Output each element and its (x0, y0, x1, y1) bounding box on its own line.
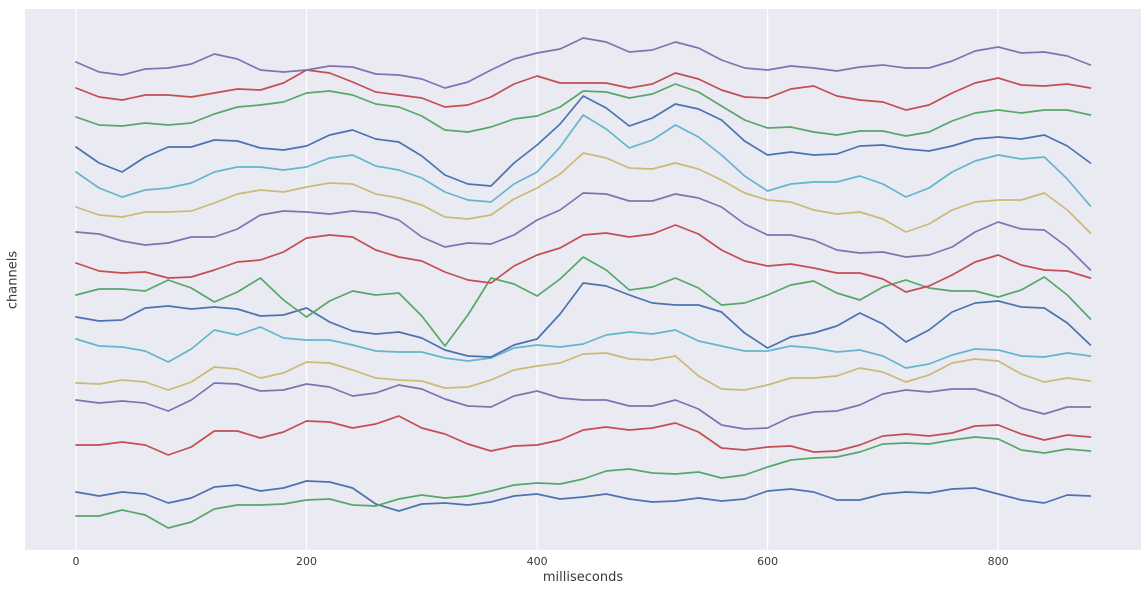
channel-line-ch8 (75, 224, 1092, 293)
x-tick-label-0: 0 (72, 555, 80, 568)
channel-line-ch15 (75, 37, 1092, 89)
channel-line-ch10 (75, 152, 1092, 234)
x-tick-label-600: 600 (757, 555, 779, 568)
channel-line-ch1 (75, 436, 1092, 529)
channel-line-ch11 (75, 114, 1092, 207)
channel-line-ch14 (75, 69, 1092, 111)
y-axis-label: channels (5, 250, 21, 310)
x-tick-label-400: 400 (526, 555, 548, 568)
channel-line-ch4 (75, 352, 1092, 391)
channel-line-ch9 (75, 192, 1092, 271)
channel-line-ch13 (75, 83, 1092, 137)
plot-area (25, 9, 1141, 550)
x-axis-label: milliseconds (542, 570, 624, 585)
gridlines (75, 9, 999, 550)
axes-background (25, 9, 1141, 550)
x-tick-label-200: 200 (296, 555, 318, 568)
x-tick-label-800: 800 (987, 555, 1009, 568)
channel-line-ch2 (75, 415, 1092, 456)
channel-lines (75, 37, 1092, 529)
channel-line-ch5 (75, 326, 1092, 369)
channel-line-ch3 (75, 382, 1092, 430)
channel-line-ch6 (75, 282, 1092, 358)
channel-line-ch7 (75, 256, 1092, 347)
channel-line-ch12 (75, 95, 1092, 187)
channel-line-ch0 (75, 480, 1092, 512)
